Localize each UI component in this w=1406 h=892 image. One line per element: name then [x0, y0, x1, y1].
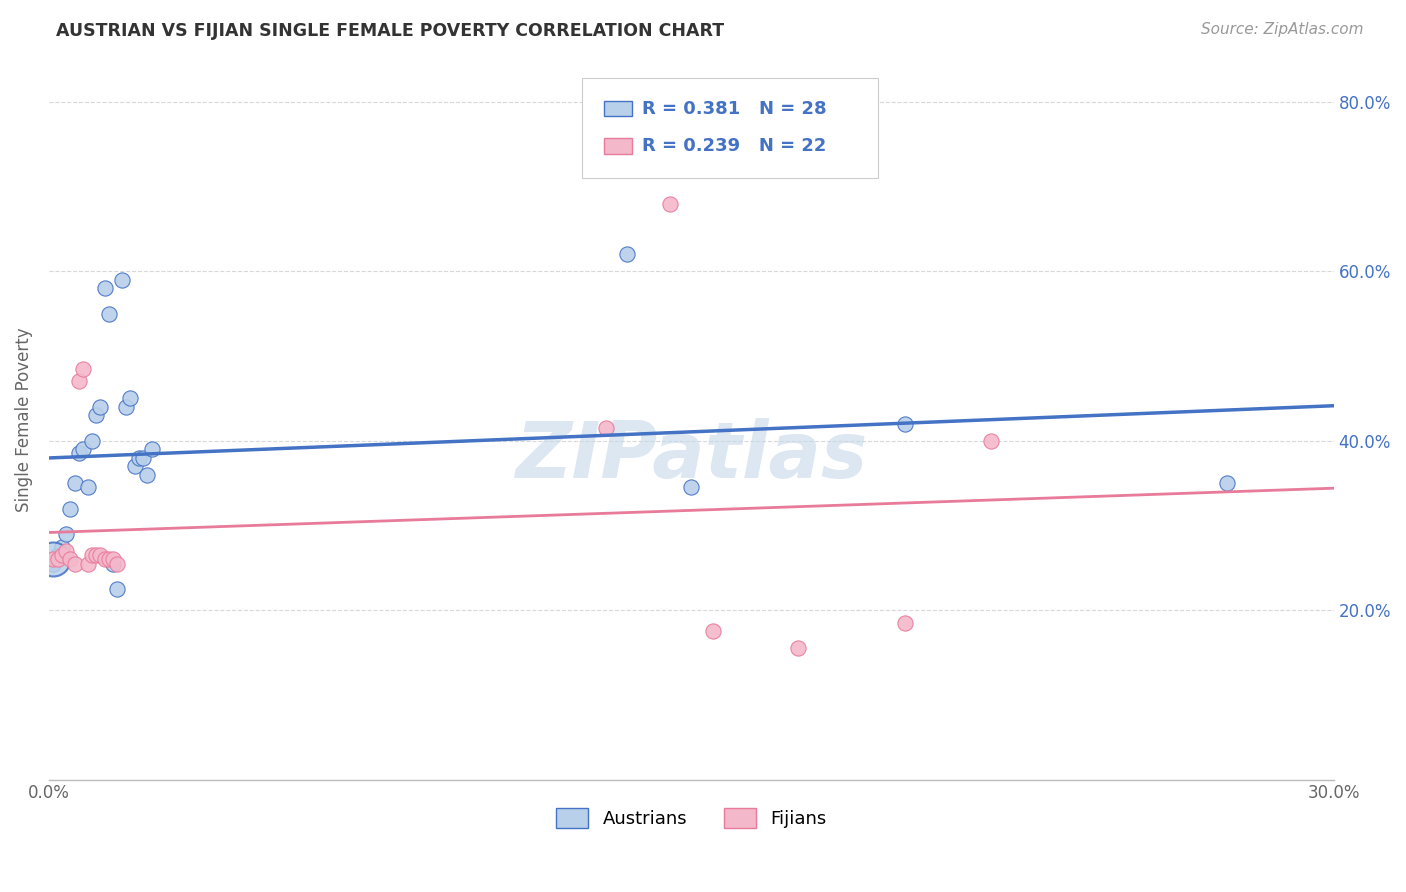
Point [63, 557, 86, 571]
Point [67, 375, 90, 389]
Text: Source: ZipAtlas.com: Source: ZipAtlas.com [1201, 22, 1364, 37]
Point [72, 361, 94, 376]
Point [76, 480, 98, 494]
Point [980, 434, 1002, 448]
Text: R = 0.381   N = 28: R = 0.381 N = 28 [643, 100, 827, 118]
Point [72, 442, 94, 457]
Point [42, 552, 65, 566]
Point [67, 446, 90, 460]
FancyBboxPatch shape [582, 78, 877, 178]
Point [55, 544, 77, 558]
Point [1215, 476, 1237, 491]
Point [42, 552, 65, 566]
Point [97, 307, 120, 321]
Point [595, 421, 617, 435]
Point [658, 196, 681, 211]
Point [141, 442, 163, 457]
Point [63, 476, 86, 491]
Point [42, 557, 65, 571]
Point [51, 540, 73, 554]
Point [55, 527, 77, 541]
Point [80, 434, 103, 448]
Point [128, 450, 150, 465]
Point [787, 641, 810, 656]
Bar [605, 138, 633, 154]
Text: AUSTRIAN VS FIJIAN SINGLE FEMALE POVERTY CORRELATION CHART: AUSTRIAN VS FIJIAN SINGLE FEMALE POVERTY… [56, 22, 724, 40]
Point [89, 548, 111, 562]
Point [616, 247, 638, 261]
Bar [605, 101, 633, 117]
Point [894, 615, 917, 630]
Y-axis label: Single Female Poverty: Single Female Poverty [15, 327, 32, 512]
Point [97, 552, 120, 566]
Point [103, 552, 125, 566]
Text: ZIPatlas: ZIPatlas [515, 417, 868, 493]
Point [59, 552, 82, 566]
Point [894, 417, 917, 431]
Point [103, 557, 125, 571]
Point [51, 548, 73, 562]
Point [76, 557, 98, 571]
Point [80, 548, 103, 562]
Point [84, 548, 107, 562]
Legend: Austrians, Fijians: Austrians, Fijians [548, 801, 834, 836]
Text: R = 0.239   N = 22: R = 0.239 N = 22 [643, 137, 827, 155]
Point [46, 548, 69, 562]
Point [107, 582, 129, 596]
Point [46, 552, 69, 566]
Point [93, 552, 115, 566]
Point [132, 450, 155, 465]
Point [702, 624, 724, 639]
Point [107, 557, 129, 571]
Point [681, 480, 703, 494]
Point [59, 501, 82, 516]
Point [111, 273, 134, 287]
Point [89, 400, 111, 414]
Point [124, 459, 146, 474]
Point [136, 467, 159, 482]
Point [115, 400, 138, 414]
Point [84, 409, 107, 423]
Point [93, 281, 115, 295]
Point [120, 392, 142, 406]
